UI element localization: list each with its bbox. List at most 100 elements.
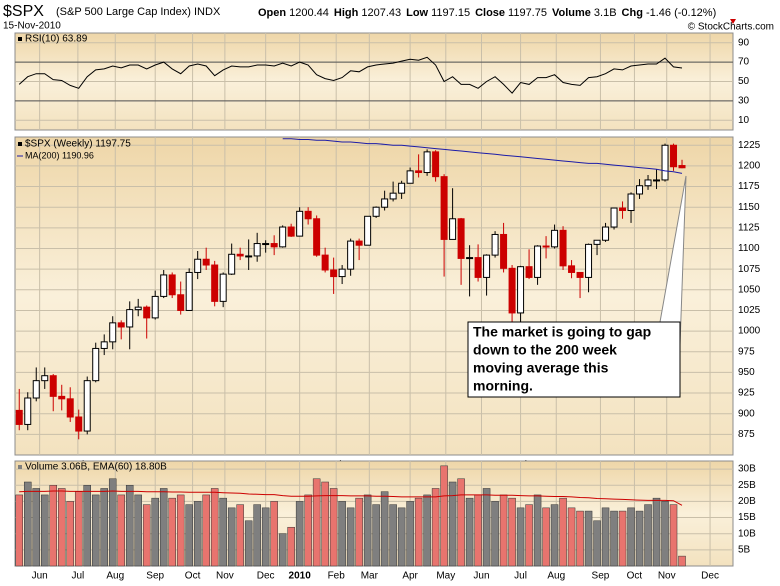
y-tick-label: 1225 — [738, 140, 761, 151]
volume-bar — [142, 504, 151, 567]
candle-body — [500, 233, 508, 269]
y-tick-label: 1025 — [738, 305, 761, 316]
candle-body — [168, 274, 176, 296]
volume-bar — [423, 494, 431, 567]
candle-body — [534, 245, 542, 278]
volume-bar — [329, 488, 338, 567]
candle-body — [372, 206, 380, 217]
volume-bar — [40, 494, 49, 567]
volume-bar — [610, 510, 618, 567]
volume-bar — [74, 491, 83, 567]
candle-body — [304, 210, 312, 220]
quote-label: Volume — [552, 7, 591, 19]
volume-bar — [321, 481, 329, 567]
volume-bar — [125, 484, 134, 567]
volume-bar — [15, 494, 23, 567]
x-tick-label: Jun — [32, 571, 48, 582]
x-tick-label: May — [436, 571, 455, 582]
y-tick-label: 30 — [738, 96, 750, 107]
quote-label: Close — [475, 7, 505, 19]
x-tick-label: Mar — [361, 571, 379, 582]
candle-body — [83, 380, 91, 432]
candle-body — [15, 409, 23, 425]
candle-body — [474, 257, 482, 278]
quote-value: 1197.15 — [431, 7, 470, 19]
quote-label: Chg — [622, 7, 643, 19]
candle-body — [483, 254, 491, 278]
volume-bar — [414, 497, 423, 567]
callout-text: down to the 200 week — [473, 342, 617, 358]
volume-bar — [193, 501, 202, 567]
candle-body — [100, 341, 108, 349]
candle-body — [568, 265, 576, 273]
volume-bar — [380, 491, 389, 567]
volume-bar — [346, 507, 355, 567]
candle-body — [49, 375, 57, 397]
y-tick-label: 15B — [738, 512, 756, 523]
candle-body — [151, 295, 159, 319]
candle-body — [117, 322, 125, 328]
volume-bar — [678, 555, 686, 567]
candle-body — [355, 240, 363, 246]
legend-swatch — [18, 37, 22, 41]
legend-swatch — [18, 142, 22, 146]
x-tick-label: Oct — [185, 571, 201, 582]
candle-body — [517, 266, 525, 314]
callout-box — [467, 321, 681, 398]
x-tick-label: Apr — [402, 571, 418, 582]
x-tick-label: Aug — [547, 571, 565, 582]
candle-body — [653, 179, 661, 182]
volume-bar — [533, 494, 542, 567]
volume-bar — [304, 494, 312, 567]
y-tick-label: 1200 — [738, 161, 761, 172]
candle-body — [364, 215, 372, 246]
volume-bar — [389, 504, 397, 567]
candle-body — [321, 254, 329, 271]
volume-bar — [550, 504, 559, 567]
candle-body — [670, 144, 678, 168]
volume-bar — [244, 520, 253, 567]
volume-bar — [227, 507, 236, 567]
volume-bar — [508, 497, 516, 567]
y-tick-label: 90 — [738, 37, 750, 48]
y-tick-label: 1000 — [738, 326, 761, 337]
volume-bar — [482, 488, 491, 567]
candle-body — [559, 229, 567, 267]
volume-bar — [491, 501, 499, 567]
candle-body — [449, 218, 457, 240]
y-tick-label: 10 — [738, 115, 750, 126]
candle-body — [134, 306, 142, 311]
candle-body — [253, 243, 261, 257]
candle-body — [457, 218, 465, 259]
volume-bar — [270, 501, 278, 567]
volume-bar — [567, 507, 576, 567]
y-tick-label: 950 — [738, 367, 755, 378]
candle-body — [202, 258, 210, 266]
candle-body — [602, 226, 610, 241]
y-tick-label: 900 — [738, 408, 755, 419]
volume-bar — [397, 507, 406, 567]
volume-bar — [202, 494, 210, 567]
volume-bar — [627, 507, 635, 567]
volume-bar — [448, 481, 457, 567]
panel-bg — [14, 136, 734, 456]
volume-bar — [32, 488, 40, 567]
y-tick-label: 1175 — [738, 181, 760, 192]
candle-body — [389, 192, 397, 200]
volume-bar — [542, 507, 550, 567]
quote-label: Open — [258, 7, 286, 19]
volume-bar — [287, 526, 295, 567]
volume-bar — [644, 504, 652, 567]
volume-bar — [593, 520, 601, 567]
credit: © StockCharts.com — [688, 22, 774, 33]
candle-body — [678, 165, 686, 169]
candle-body — [270, 243, 278, 248]
candle-body — [432, 151, 440, 178]
quote-value: 1197.75 — [508, 7, 547, 19]
candle-body — [542, 245, 550, 248]
quote-label: Low — [406, 7, 428, 19]
candle-body — [440, 176, 448, 240]
volume-bar — [601, 507, 610, 567]
candle-body — [398, 182, 406, 194]
